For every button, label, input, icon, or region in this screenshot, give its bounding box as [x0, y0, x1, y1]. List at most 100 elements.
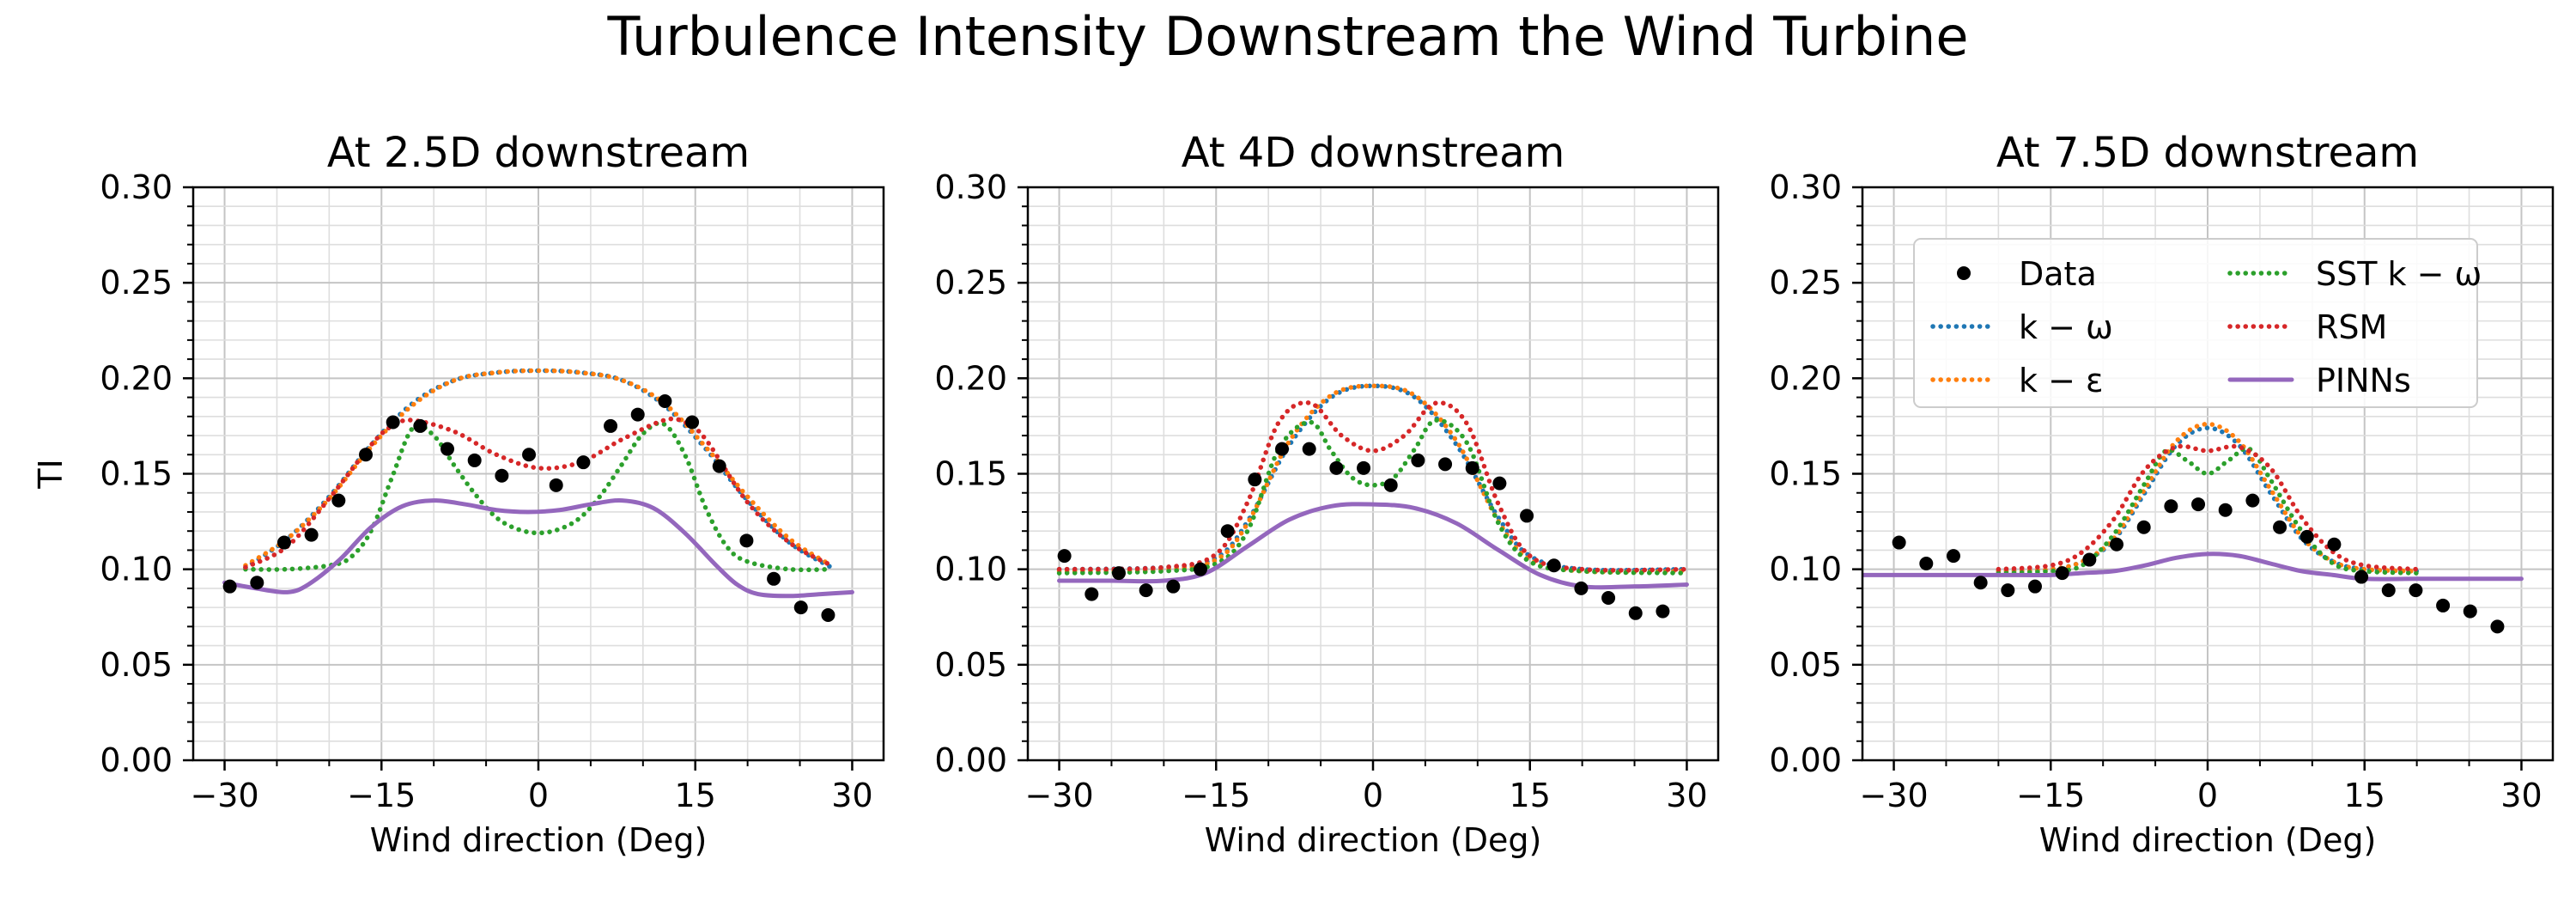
- x-tick-label: 30: [831, 777, 872, 814]
- x-tick-label: 15: [1510, 777, 1551, 814]
- y-tick-label: 0.20: [100, 359, 173, 397]
- plot-area: [1862, 421, 2524, 634]
- x-axis-label: Wind direction (Deg): [2039, 821, 2377, 859]
- data-point: [1357, 460, 1371, 475]
- data-point: [1302, 442, 1316, 456]
- subplot-title: At 4D downstream: [1182, 129, 1565, 177]
- data-point: [1919, 556, 1934, 570]
- data-point: [1220, 524, 1235, 539]
- y-tick-label: 0.15: [100, 455, 173, 493]
- data-point: [1139, 583, 1153, 598]
- data-point: [658, 394, 672, 409]
- data-point: [2001, 583, 2015, 598]
- legend-entry-sst: SST k − ω: [2227, 255, 2482, 293]
- data-point: [2082, 552, 2097, 567]
- legend-label: RSM: [2316, 308, 2387, 346]
- y-tick-label: 0.10: [1769, 551, 1842, 588]
- data-point: [2055, 566, 2069, 581]
- legend-entry-ke: k − ε: [1930, 362, 2104, 399]
- data-point: [1520, 509, 1534, 523]
- data-point: [222, 579, 237, 594]
- data-point: [793, 600, 808, 615]
- panel-2: −30 −15 0 15 30 0.00 0.05 0.10 0.15 0.20 0.25 0.30 A…: [934, 129, 1720, 859]
- series-line-k: [1056, 383, 1690, 575]
- data-point: [2245, 493, 2260, 508]
- data-point: [467, 453, 482, 467]
- data-point: [1656, 604, 1670, 619]
- data-point: [604, 418, 618, 433]
- x-tick-label: 0: [2197, 777, 2218, 814]
- data-point: [1411, 453, 1425, 467]
- data-point: [1329, 460, 1344, 475]
- legend-box: [1913, 238, 2478, 408]
- y-tick-label: 0.05: [1769, 646, 1842, 684]
- data-point: [2164, 499, 2178, 514]
- legend-entry-kw: k − ω: [1930, 308, 2113, 346]
- data-point: [712, 459, 726, 473]
- x-tick-label: −30: [1024, 777, 1093, 814]
- y-tick-label: 0.10: [934, 551, 1007, 588]
- data-point: [1946, 549, 1960, 564]
- y-tick-label: 0.20: [1769, 359, 1842, 397]
- grid: [193, 186, 884, 761]
- y-tick-label: 0.00: [934, 741, 1007, 779]
- data-point: [549, 478, 563, 492]
- legend-entry-data: Data: [1957, 255, 2097, 293]
- panel-1: −30 −15 0 15 30 0.00 0.05 0.10 0.15 0.20 0.25 0.30 A…: [32, 129, 885, 859]
- legend-label: k − ε: [2019, 362, 2104, 399]
- data-point: [1601, 591, 1616, 606]
- data-point: [1084, 587, 1099, 601]
- x-tick-label: −15: [2016, 777, 2085, 814]
- data-point: [576, 455, 591, 470]
- data-point: [2028, 579, 2042, 594]
- data-point: [1275, 442, 1290, 456]
- data-point: [739, 533, 754, 548]
- y-tick-label: 0.15: [934, 455, 1007, 493]
- legend-entry-rsm: RSM: [2227, 308, 2387, 346]
- data-point: [331, 493, 346, 508]
- y-tick-label: 0.30: [1769, 168, 1842, 206]
- data-point: [2327, 537, 2342, 552]
- data-point: [821, 608, 835, 623]
- legend-label: PINNs: [2316, 362, 2411, 399]
- data-point: [1248, 472, 1262, 487]
- x-tick-label: −30: [190, 777, 258, 814]
- series-line-pinns: [1057, 502, 1689, 590]
- figure-title: Turbulence Intensity Downstream the Wind…: [607, 5, 1969, 68]
- data-point: [2300, 529, 2314, 544]
- plot-area: [1056, 383, 1690, 620]
- chart-panels: −30 −15 0 15 30 0.00 0.05 0.10 0.15 0.20 0.25 0.30 A…: [32, 129, 2555, 859]
- y-tick-label: 0.30: [100, 168, 173, 206]
- series-line-pinns: [1862, 552, 2524, 582]
- y-tick-label: 0.20: [934, 359, 1007, 397]
- y-tick-label: 0.25: [100, 264, 173, 302]
- data-point: [276, 535, 291, 550]
- data-point: [1194, 562, 1207, 576]
- x-tick-label: 30: [1666, 777, 1707, 814]
- series-line-k: [243, 368, 834, 568]
- y-tick-label: 0.00: [1769, 741, 1842, 779]
- data-point: [1057, 549, 1072, 564]
- y-tick-label: 0.25: [1769, 264, 1842, 302]
- x-tick-label: 15: [2344, 777, 2385, 814]
- x-tick-label: −15: [1182, 777, 1250, 814]
- data-point: [1166, 579, 1181, 594]
- series-line-sst-k: [1056, 417, 1690, 576]
- x-tick-label: 0: [528, 777, 549, 814]
- data-point: [1892, 535, 1906, 550]
- data-point: [2218, 503, 2233, 517]
- data-point: [250, 576, 264, 590]
- x-tick-label: 15: [675, 777, 716, 814]
- data-point: [1628, 606, 1643, 620]
- series-line-rsm: [1056, 399, 1690, 573]
- grid: [1028, 186, 1718, 761]
- data-point: [2463, 604, 2477, 619]
- data-point: [1465, 460, 1479, 475]
- data-point: [1973, 576, 1988, 590]
- data-point: [359, 448, 373, 462]
- data-point: [2409, 583, 2423, 598]
- data-point: [413, 418, 428, 433]
- data-point: [2273, 520, 2287, 534]
- data-point: [2191, 497, 2206, 512]
